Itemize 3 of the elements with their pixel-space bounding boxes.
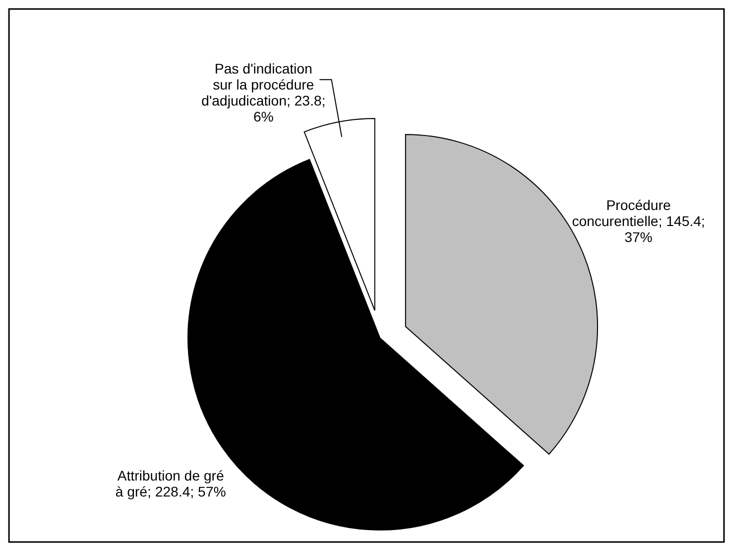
slice-label: Attribution de gré à gré; 228.4; 57%: [115, 467, 226, 500]
slice-label: Procédure concurentielle; 145.4; 37%: [572, 196, 706, 245]
slice-label: Pas d'indication sur la procédure d'adjudication; 23.8; 6%: [201, 60, 326, 125]
